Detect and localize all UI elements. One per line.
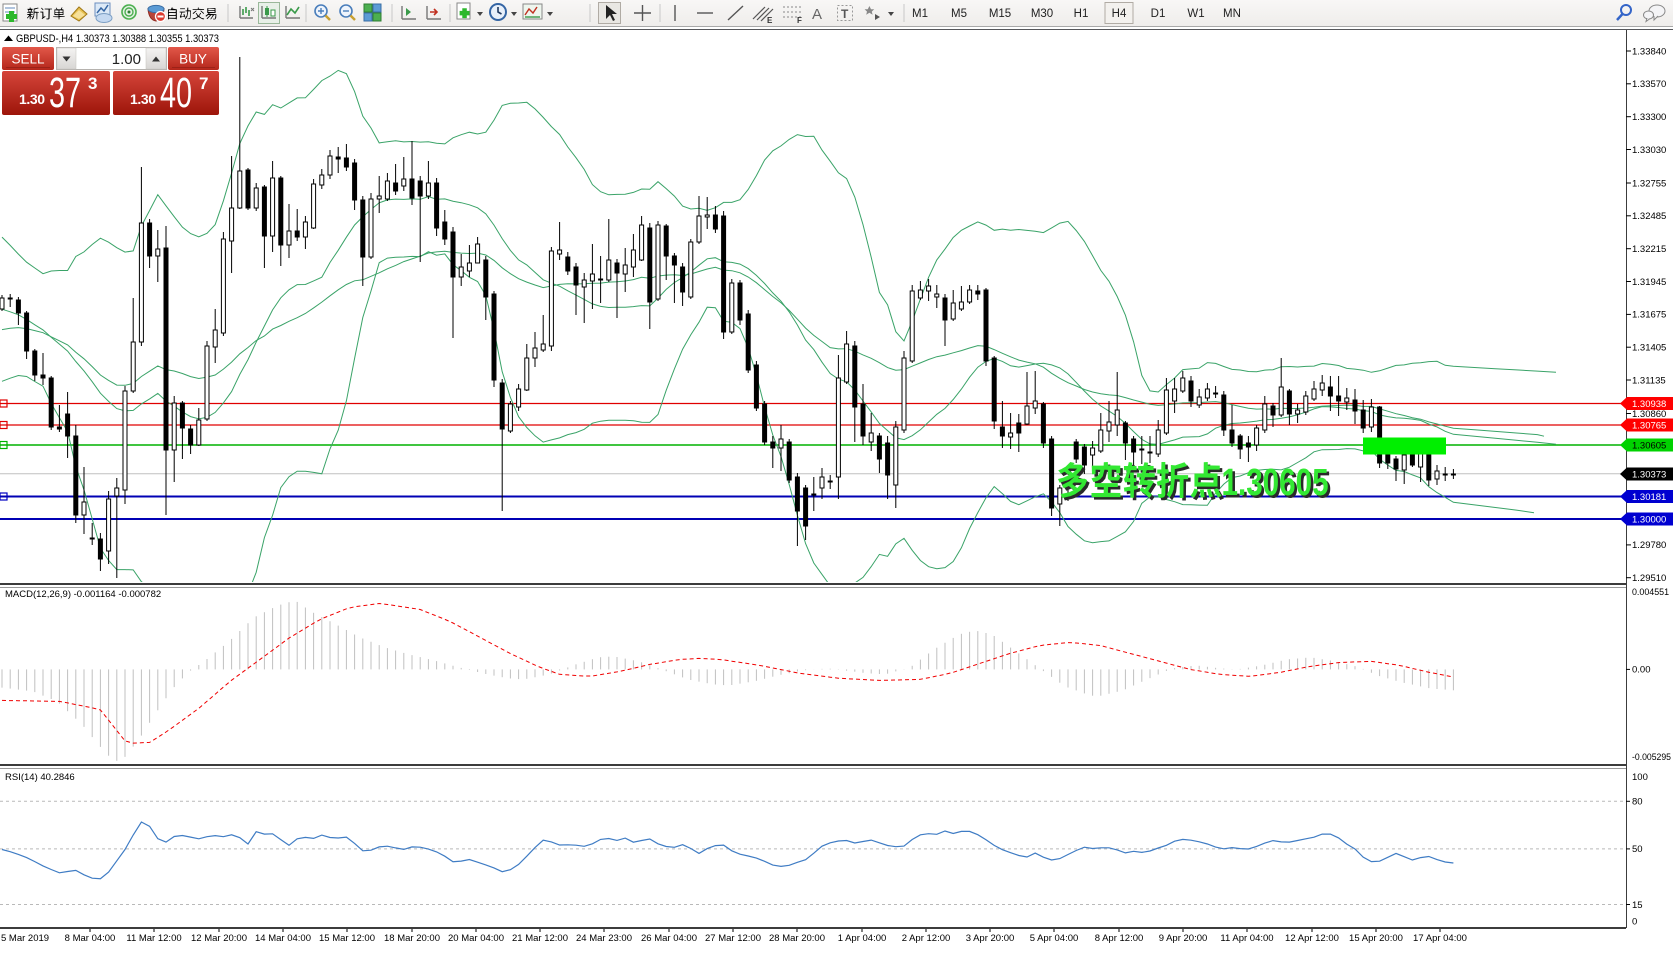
svg-text:80: 80 bbox=[1632, 797, 1643, 808]
svg-text:T: T bbox=[841, 7, 849, 21]
svg-text:1.31135: 1.31135 bbox=[1632, 375, 1666, 386]
svg-text:50: 50 bbox=[1632, 844, 1643, 855]
svg-text:11 Mar 12:00: 11 Mar 12:00 bbox=[126, 933, 181, 944]
svg-text:1.30605: 1.30605 bbox=[1224, 464, 1331, 506]
svg-text:11 Apr 04:00: 11 Apr 04:00 bbox=[1220, 933, 1273, 944]
svg-text:1.33840: 1.33840 bbox=[1632, 46, 1666, 57]
svg-text:1.30765: 1.30765 bbox=[1632, 420, 1666, 431]
svg-text:15 Apr 20:00: 15 Apr 20:00 bbox=[1349, 933, 1403, 944]
svg-text:1.30860: 1.30860 bbox=[1632, 409, 1666, 420]
svg-text:12 Mar 20:00: 12 Mar 20:00 bbox=[191, 933, 247, 944]
svg-text:24 Mar 23:00: 24 Mar 23:00 bbox=[576, 933, 632, 944]
svg-text:A: A bbox=[812, 6, 822, 23]
svg-text:14 Mar 04:00: 14 Mar 04:00 bbox=[255, 933, 311, 944]
svg-text:100: 100 bbox=[1632, 772, 1648, 783]
svg-text:1.32755: 1.32755 bbox=[1632, 178, 1666, 189]
svg-text:0.004551: 0.004551 bbox=[1632, 587, 1669, 598]
svg-text:SELL: SELL bbox=[11, 52, 45, 67]
svg-text:15 Mar 12:00: 15 Mar 12:00 bbox=[319, 933, 375, 944]
svg-text:40: 40 bbox=[160, 68, 192, 116]
svg-text:M5: M5 bbox=[951, 8, 967, 20]
svg-text:1.33030: 1.33030 bbox=[1632, 145, 1666, 156]
svg-text:1.29780: 1.29780 bbox=[1632, 540, 1666, 551]
svg-text:37: 37 bbox=[49, 68, 81, 116]
svg-text:MN: MN bbox=[1223, 8, 1241, 20]
svg-text:1.31405: 1.31405 bbox=[1632, 343, 1666, 354]
svg-text:21 Mar 12:00: 21 Mar 12:00 bbox=[512, 933, 568, 944]
svg-text:GBPUSD-,H4 1.30373 1.30388 1.: GBPUSD-,H4 1.30373 1.30388 1.30355 1.303… bbox=[16, 33, 219, 45]
svg-text:F: F bbox=[797, 16, 802, 25]
svg-text:1.30: 1.30 bbox=[19, 91, 45, 107]
svg-text:9 Apr 20:00: 9 Apr 20:00 bbox=[1159, 933, 1208, 944]
svg-text:RSI(14) 40.2846: RSI(14) 40.2846 bbox=[5, 772, 75, 783]
svg-text:15: 15 bbox=[1632, 900, 1643, 911]
svg-text:1.31675: 1.31675 bbox=[1632, 310, 1666, 321]
svg-text:8 Mar 04:00: 8 Mar 04:00 bbox=[65, 933, 116, 944]
svg-text:3 Apr 20:00: 3 Apr 20:00 bbox=[966, 933, 1015, 944]
svg-text:28 Mar 20:00: 28 Mar 20:00 bbox=[769, 933, 825, 944]
svg-text:2 Apr 12:00: 2 Apr 12:00 bbox=[902, 933, 951, 944]
svg-text:1.30181: 1.30181 bbox=[1632, 492, 1666, 503]
svg-text:1.32485: 1.32485 bbox=[1632, 211, 1666, 222]
svg-text:1.32215: 1.32215 bbox=[1632, 244, 1666, 255]
svg-text:W1: W1 bbox=[1187, 8, 1204, 20]
svg-text:17 Apr 04:00: 17 Apr 04:00 bbox=[1413, 933, 1467, 944]
svg-text:5 Apr 04:00: 5 Apr 04:00 bbox=[1030, 933, 1079, 944]
svg-text:0.00: 0.00 bbox=[1632, 665, 1651, 676]
svg-text:BUY: BUY bbox=[179, 52, 207, 67]
svg-text:1.33570: 1.33570 bbox=[1632, 79, 1666, 90]
svg-text:0: 0 bbox=[1632, 917, 1637, 928]
svg-text:1.30605: 1.30605 bbox=[1632, 440, 1666, 451]
svg-text:1.30000: 1.30000 bbox=[1632, 514, 1666, 525]
svg-text:1.30: 1.30 bbox=[130, 91, 156, 107]
svg-text:26 Mar 04:00: 26 Mar 04:00 bbox=[641, 933, 697, 944]
svg-text:H4: H4 bbox=[1112, 8, 1127, 20]
svg-text:1.29510: 1.29510 bbox=[1632, 573, 1666, 584]
svg-text:7: 7 bbox=[199, 74, 208, 93]
svg-text:3: 3 bbox=[88, 74, 97, 93]
svg-text:1.30373: 1.30373 bbox=[1632, 469, 1666, 480]
svg-text:8 Apr 12:00: 8 Apr 12:00 bbox=[1095, 933, 1144, 944]
svg-text:1.33300: 1.33300 bbox=[1632, 112, 1666, 123]
svg-text:1 Apr 04:00: 1 Apr 04:00 bbox=[838, 933, 887, 944]
svg-text:-0.005295: -0.005295 bbox=[1632, 752, 1671, 763]
svg-text:E: E bbox=[767, 16, 773, 25]
svg-text:1.00: 1.00 bbox=[112, 51, 141, 68]
svg-text:M30: M30 bbox=[1031, 8, 1053, 20]
svg-text:27 Mar 12:00: 27 Mar 12:00 bbox=[705, 933, 761, 944]
svg-text:D1: D1 bbox=[1151, 8, 1166, 20]
svg-text:M1: M1 bbox=[912, 8, 928, 20]
svg-text:5 Mar 2019: 5 Mar 2019 bbox=[1, 933, 49, 944]
svg-text:1.31945: 1.31945 bbox=[1632, 277, 1666, 288]
svg-text:M15: M15 bbox=[989, 8, 1011, 20]
svg-text:12 Apr 12:00: 12 Apr 12:00 bbox=[1285, 933, 1339, 944]
svg-text:1.30938: 1.30938 bbox=[1632, 399, 1666, 410]
svg-text:MACD(12,26,9) -0.001164 -0.000: MACD(12,26,9) -0.001164 -0.000782 bbox=[5, 589, 161, 600]
svg-text:H1: H1 bbox=[1074, 8, 1089, 20]
svg-text:18 Mar 20:00: 18 Mar 20:00 bbox=[384, 933, 440, 944]
svg-text:20 Mar 04:00: 20 Mar 04:00 bbox=[448, 933, 504, 944]
svg-text:1.30605: 1.30605 bbox=[1222, 462, 1329, 504]
